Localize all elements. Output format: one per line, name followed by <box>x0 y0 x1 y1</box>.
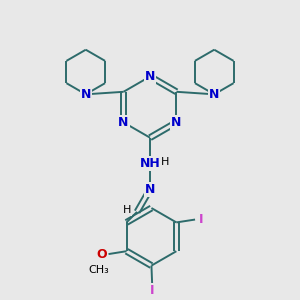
Text: H: H <box>161 157 169 167</box>
Text: I: I <box>150 284 154 297</box>
Text: N: N <box>118 116 129 129</box>
Text: CH₃: CH₃ <box>88 265 109 275</box>
Text: N: N <box>171 116 182 129</box>
Text: N: N <box>145 70 155 83</box>
Text: I: I <box>199 213 204 226</box>
Text: N: N <box>145 183 155 196</box>
Text: NH: NH <box>140 157 160 170</box>
Text: N: N <box>209 88 219 101</box>
Text: H: H <box>123 205 131 215</box>
Text: N: N <box>81 88 91 101</box>
Text: O: O <box>97 248 107 261</box>
